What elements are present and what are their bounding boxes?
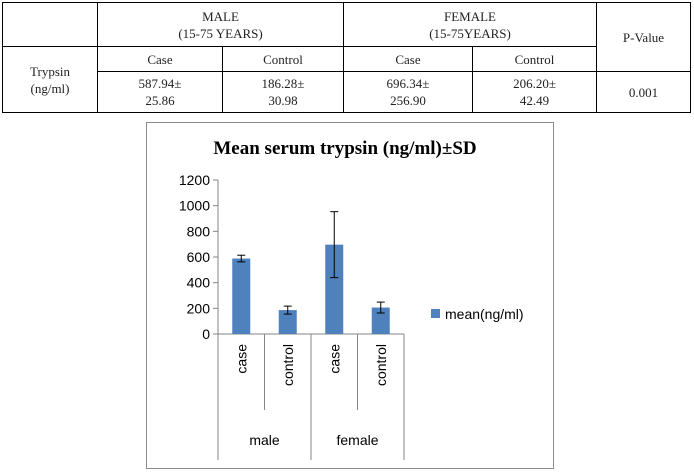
male-header: MALE (15-75 YEARS)	[97, 2, 344, 47]
female-header: FEMALE (15-75YEARS)	[342, 2, 598, 47]
bar	[325, 244, 344, 334]
bar-chart: Mean serum trypsin (ng/ml)±SD 0 200 400 600…	[146, 122, 554, 469]
cell-male-control: 186.28± 30.98	[222, 71, 344, 113]
cell-male-case: 587.94± 25.86	[97, 71, 223, 113]
y-tick-label: 800	[187, 223, 211, 239]
row-label-trypsin: Trypsin (ng/ml)	[2, 46, 98, 113]
chart-canvas: Mean serum trypsin (ng/ml)±SD 0 200 400 600…	[179, 138, 524, 460]
pvalue-cell: 0.001	[596, 71, 692, 113]
y-tick-label: 600	[187, 249, 211, 265]
x-category-label: control	[280, 344, 296, 386]
x-category-label: case	[326, 344, 342, 374]
chart-title: Mean serum trypsin (ng/ml)±SD	[213, 138, 476, 159]
cell-female-case: 696.34± 256.90	[343, 71, 473, 113]
cell-female-control: 206.20± 42.49	[471, 71, 598, 113]
y-tick-label: 1000	[179, 198, 210, 214]
results-table: MALE (15-75 YEARS) FEMALE (15-75YEARS) P…	[2, 2, 692, 113]
legend-swatch	[431, 309, 440, 318]
x-category-label: case	[233, 344, 249, 374]
y-tick-label: 0	[202, 326, 210, 342]
x-group-label: male	[249, 432, 280, 448]
pvalue-header: P-Value	[596, 2, 692, 72]
subheader-male-control: Control	[222, 46, 344, 72]
y-tick-label: 1200	[179, 172, 210, 188]
subheader-female-control: Control	[471, 46, 598, 72]
bar	[278, 310, 297, 334]
bar	[232, 258, 251, 334]
subheader-male-case: Case	[97, 46, 223, 72]
bar	[371, 307, 390, 334]
y-tick-label: 200	[187, 300, 211, 316]
x-category-label: control	[373, 344, 389, 386]
y-tick-label: 400	[187, 275, 211, 291]
subheader-female-case: Case	[343, 46, 473, 72]
x-group-label: female	[336, 432, 378, 448]
legend-label: mean(ng/ml)	[445, 306, 524, 322]
blank-corner-cell	[2, 2, 98, 47]
